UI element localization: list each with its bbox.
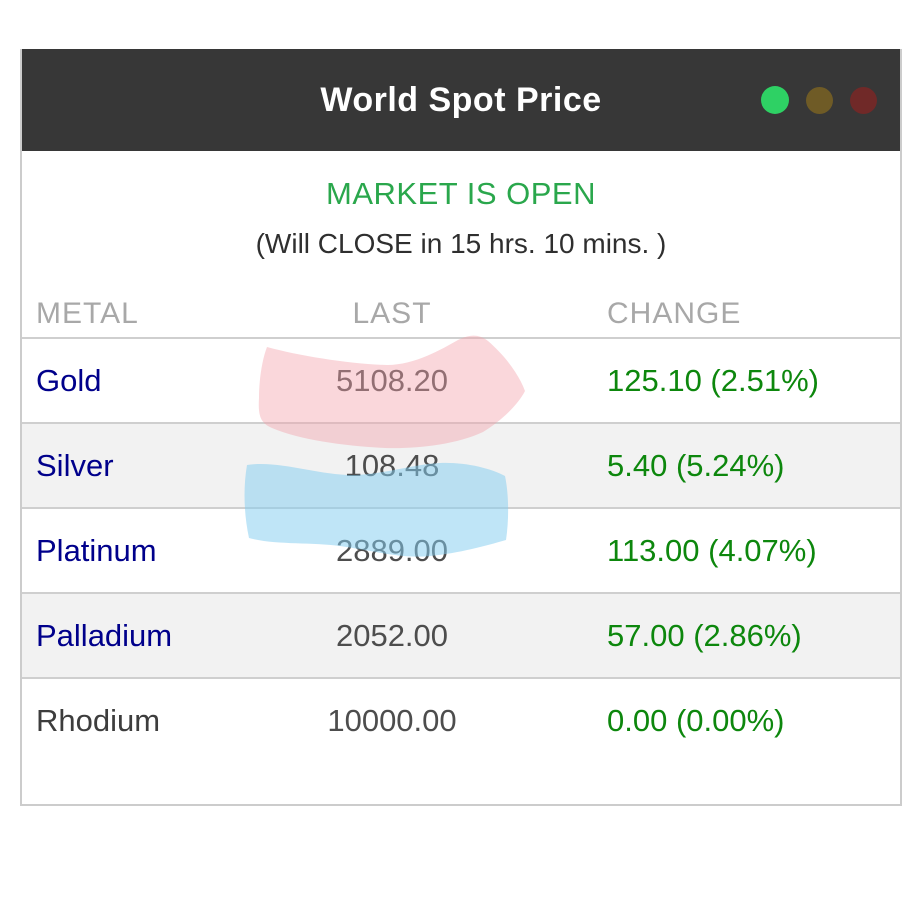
metal-link-silver[interactable]: Silver (36, 447, 114, 483)
world-spot-price-widget: World Spot Price MARKET IS OPEN (Will CL… (20, 49, 902, 806)
table-header-row: METAL LAST CHANGE (22, 260, 900, 338)
column-header-last: LAST (352, 296, 432, 330)
table-row-palladium: Palladium 2052.00 57.00 (2.86%) (22, 593, 900, 678)
last-price-platinum: 2889.00 (335, 532, 449, 568)
olive-status-dot-icon (806, 86, 833, 114)
table-row-gold: Gold 5108.20 125.10 (2.51%) (22, 338, 900, 423)
change-value-silver: 5.40 (5.24%) (607, 447, 785, 483)
column-header-metal: METAL (36, 296, 139, 330)
last-price-palladium: 2052.00 (335, 617, 449, 653)
market-open-status: MARKET IS OPEN (326, 176, 596, 211)
metal-label-rhodium: Rhodium (36, 703, 161, 738)
change-value-platinum: 113.00 (4.07%) (607, 532, 817, 568)
metal-link-platinum[interactable]: Platinum (36, 532, 157, 568)
widget-title: World Spot Price (320, 80, 602, 119)
spot-price-table: METAL LAST CHANGE Gold 5108.20 125.10 (2… (22, 260, 900, 763)
market-close-countdown: (Will CLOSE in 15 hrs. 10 mins. ) (255, 228, 667, 259)
green-status-dot-icon (761, 86, 789, 114)
table-row-silver: Silver 108.48 5.40 (5.24%) (22, 423, 900, 508)
last-price-gold: 5108.20 (335, 362, 449, 398)
metal-link-palladium[interactable]: Palladium (36, 617, 173, 653)
last-price-rhodium: 10000.00 (327, 703, 457, 738)
status-indicator-dots (761, 86, 877, 114)
column-header-change: CHANGE (607, 296, 742, 330)
change-value-rhodium: 0.00 (0.00%) (607, 703, 785, 738)
last-price-silver: 108.48 (344, 447, 440, 483)
widget-title-bar: World Spot Price (22, 49, 900, 151)
change-value-palladium: 57.00 (2.86%) (607, 617, 802, 653)
table-row-rhodium: Rhodium 10000.00 0.00 (0.00%) (22, 678, 900, 763)
change-value-gold: 125.10 (2.51%) (607, 362, 819, 398)
maroon-status-dot-icon (850, 86, 877, 114)
metal-link-gold[interactable]: Gold (36, 362, 102, 398)
table-row-platinum: Platinum 2889.00 113.00 (4.07%) (22, 508, 900, 593)
